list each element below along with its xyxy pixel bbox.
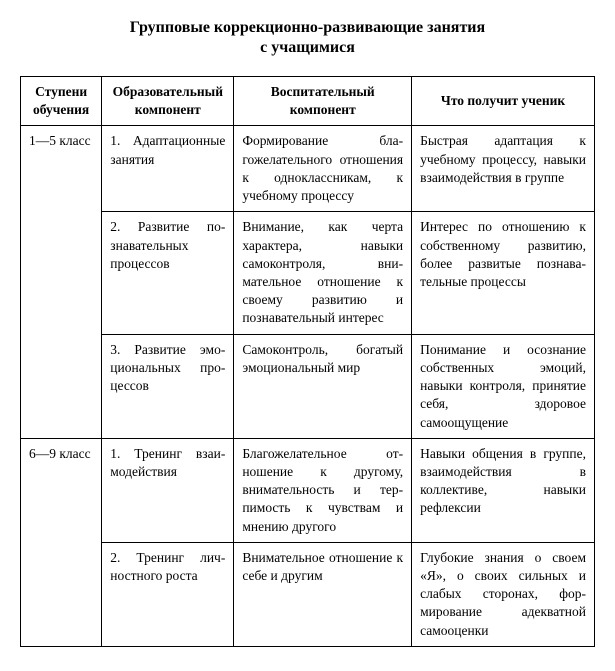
edu-cell: 1. Адаптацион­ные занятия [102, 126, 234, 212]
vos-cell: Самоконтроль, бога­тый эмоциональный мир [234, 334, 412, 438]
table-row: 2. Тренинг лич­ностного ростаВнимательно… [21, 542, 595, 646]
edu-cell: 1. Тренинг взаи­модействия [102, 438, 234, 542]
page: Групповые коррекционно-развивающие занят… [0, 0, 615, 671]
page-title: Групповые коррекционно-развивающие занят… [20, 18, 595, 58]
col-header-edu: Образователь­ный компонент [102, 77, 234, 126]
out-cell: Быстрая адаптация к учебному процессу, н… [412, 126, 595, 212]
out-cell: Интерес по отношению к собственному разв… [412, 212, 595, 334]
table-row: 6—9 класс1. Тренинг взаи­модействияБлаго… [21, 438, 595, 542]
table-row: 2. Развитие по­знавательных процессовВни… [21, 212, 595, 334]
col-header-out: Что получит ученик [412, 77, 595, 126]
curriculum-table: Ступени обучения Образователь­ный компон… [20, 76, 595, 647]
vos-cell: Внимательное отноше­ние к себе и другим [234, 542, 412, 646]
vos-cell: Внимание, как чер­та характера, навыки с… [234, 212, 412, 334]
table-header-row: Ступени обучения Образователь­ный компон… [21, 77, 595, 126]
vos-cell: Благожелательное от­ношение к другому, в… [234, 438, 412, 542]
out-cell: Глубокие знания о своем «Я», о своих сил… [412, 542, 595, 646]
col-header-level: Ступени обучения [21, 77, 102, 126]
edu-cell: 2. Развитие по­знавательных процессов [102, 212, 234, 334]
level-cell: 6—9 класс [21, 438, 102, 646]
col-header-vos: Воспитательный компонент [234, 77, 412, 126]
edu-cell: 3. Развитие эмо­циональных про­цессов [102, 334, 234, 438]
out-cell: Понимание и осознание собственных эмоций… [412, 334, 595, 438]
vos-cell: Формирование бла­гожелательного от­ношен… [234, 126, 412, 212]
out-cell: Навыки общения в груп­пе, взаимодействия… [412, 438, 595, 542]
table-row: 3. Развитие эмо­циональных про­цессовСам… [21, 334, 595, 438]
level-cell: 1—5 класс [21, 126, 102, 438]
table-row: 1—5 класс1. Адаптацион­ные занятияФормир… [21, 126, 595, 212]
table-body: 1—5 класс1. Адаптацион­ные занятияФормир… [21, 126, 595, 646]
edu-cell: 2. Тренинг лич­ностного роста [102, 542, 234, 646]
